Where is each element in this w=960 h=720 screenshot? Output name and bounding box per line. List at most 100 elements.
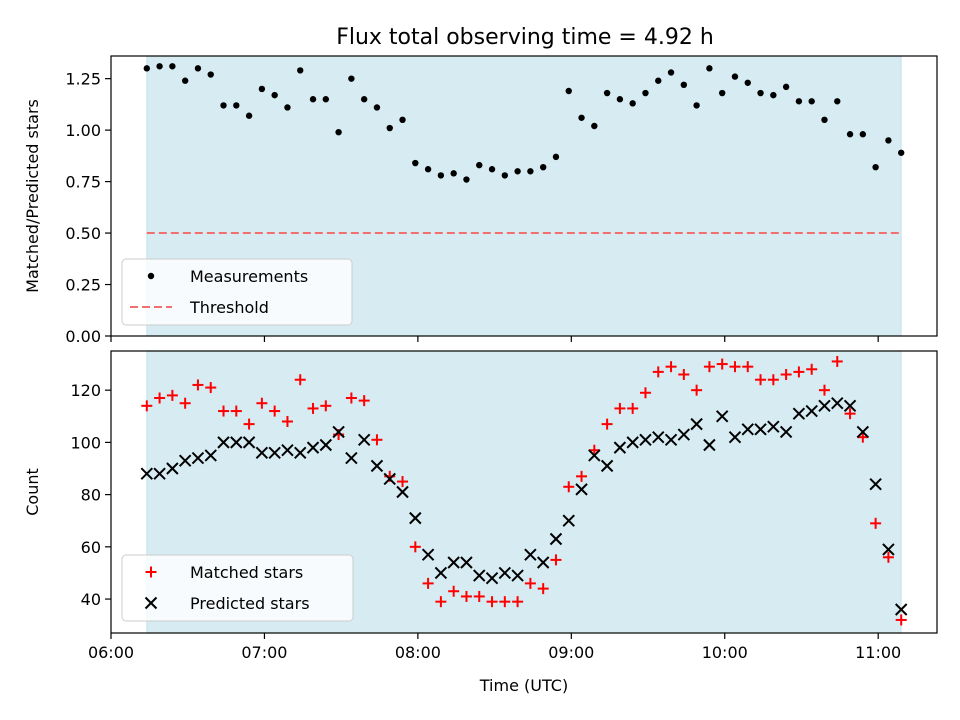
- matched-star-point: [665, 361, 677, 373]
- predicted-star-point: [536, 556, 550, 569]
- predicted-star-point: [690, 417, 703, 431]
- matched-star-point: [218, 405, 230, 417]
- legend-matched-marker: [145, 566, 157, 578]
- measurement-point: [181, 77, 189, 84]
- matched-star-point: [844, 408, 856, 420]
- matched-star-point: [703, 361, 715, 373]
- matched-star-point: [409, 541, 421, 553]
- matched-star-point: [639, 387, 651, 399]
- y-tick-label: 60: [81, 538, 101, 557]
- predicted-star-point: [741, 423, 754, 436]
- legend-predicted-marker: [144, 596, 158, 610]
- matched-star-point: [269, 405, 281, 417]
- matched-star-point: [243, 418, 255, 430]
- x-tick-label: 11:00: [855, 643, 901, 662]
- measurement-point: [667, 69, 675, 76]
- matched-star-point: [601, 418, 613, 430]
- measurement-point: [680, 81, 688, 89]
- predicted-star-point: [856, 425, 870, 439]
- measurement-point: [488, 166, 496, 173]
- matched-star-point: [179, 397, 191, 409]
- matched-star-point: [895, 614, 907, 626]
- predicted-star-point: [460, 556, 473, 569]
- predicted-star-point: [767, 420, 780, 433]
- legend-label: Threshold: [189, 298, 269, 317]
- matched-star-point: [882, 551, 894, 563]
- matched-star-point: [397, 476, 409, 488]
- predicted-star-point: [562, 514, 575, 527]
- measurement-point: [834, 98, 841, 105]
- predicted-star-point: [409, 511, 422, 525]
- predicted-star-point: [575, 483, 588, 496]
- matched-star-point: [486, 596, 498, 608]
- measurement-point: [591, 122, 598, 130]
- matched-star-point: [818, 384, 830, 396]
- predicted-star-point: [255, 446, 269, 460]
- matched-star-point: [806, 363, 818, 375]
- matched-star-point: [371, 434, 383, 446]
- matched-star-point: [550, 554, 562, 566]
- matched-star-point: [563, 481, 575, 493]
- legend-box: [121, 258, 353, 326]
- predicted-star-point: [447, 556, 460, 569]
- y-tick-label: 1.25: [65, 70, 101, 89]
- y-axis-label: Count: [23, 468, 42, 516]
- predicted-star-point: [498, 566, 512, 580]
- matched-star-point: [154, 392, 166, 404]
- measurement-point: [514, 168, 521, 175]
- measurement-point: [463, 176, 470, 183]
- y-axis-label: Matched/Predicted stars: [23, 99, 42, 293]
- matched-star-point: [435, 596, 447, 608]
- predicted-star-point: [357, 433, 371, 446]
- legend-measurement-marker: [147, 272, 155, 280]
- matched-star-point: [678, 369, 690, 380]
- predicted-star-point: [178, 454, 192, 467]
- matched-star-point: [576, 470, 588, 482]
- measurement-point: [399, 116, 406, 124]
- predicted-star-point: [242, 436, 256, 449]
- matched-star-point: [831, 355, 843, 367]
- matched-star-point: [767, 374, 779, 386]
- predicted-star-point: [639, 433, 652, 446]
- predicted-star-point: [217, 436, 230, 449]
- measurement-point: [360, 96, 368, 103]
- measurement-point: [795, 98, 803, 105]
- predicted-star-point: [294, 446, 307, 460]
- legend-counts: Matched stars Predicted stars: [121, 554, 354, 622]
- measurement-point: [156, 63, 163, 70]
- measurement-point: [220, 102, 227, 109]
- ratio-panel: 0.00 0.25 0.50 0.75 1.00 1.25 Matched/Predicte…: [23, 55, 938, 346]
- matched-star-point: [307, 402, 319, 414]
- predicted-star-point: [332, 425, 345, 439]
- predicted-star-point: [652, 430, 665, 444]
- legend-label: Measurements: [190, 267, 308, 286]
- measurement-point: [194, 65, 202, 72]
- matched-star-point: [588, 444, 600, 456]
- predicted-star-point: [831, 397, 844, 410]
- measurement-point: [309, 96, 317, 103]
- matched-star-point: [192, 379, 204, 391]
- predicted-star-point: [779, 425, 793, 439]
- y-tick-label: 40: [81, 590, 101, 609]
- count-panel: 40 60 80 100 120 06:00 07:00 08:00 09:00 10:00 11:…: [23, 350, 938, 695]
- predicted-star-point: [370, 459, 384, 473]
- measurement-point: [616, 96, 624, 103]
- measurement-point: [565, 87, 572, 95]
- y-tick-label: 0.25: [65, 276, 101, 295]
- matched-star-point: [230, 405, 242, 417]
- measurement-point: [424, 166, 432, 173]
- measurement-point: [846, 131, 854, 138]
- predicted-star-point: [843, 399, 857, 413]
- measurement-point: [476, 161, 483, 169]
- predicted-star-point: [728, 430, 742, 444]
- measurement-point: [373, 104, 381, 111]
- y-tick-label: 100: [70, 433, 101, 452]
- predicted-star-point: [319, 438, 333, 452]
- measurement-point: [655, 77, 662, 84]
- matched-star-point: [205, 382, 217, 394]
- predicted-star-point: [230, 436, 243, 449]
- measurement-point: [450, 170, 457, 177]
- predicted-star-point: [703, 438, 716, 452]
- y-tick-label: 1.00: [65, 121, 101, 140]
